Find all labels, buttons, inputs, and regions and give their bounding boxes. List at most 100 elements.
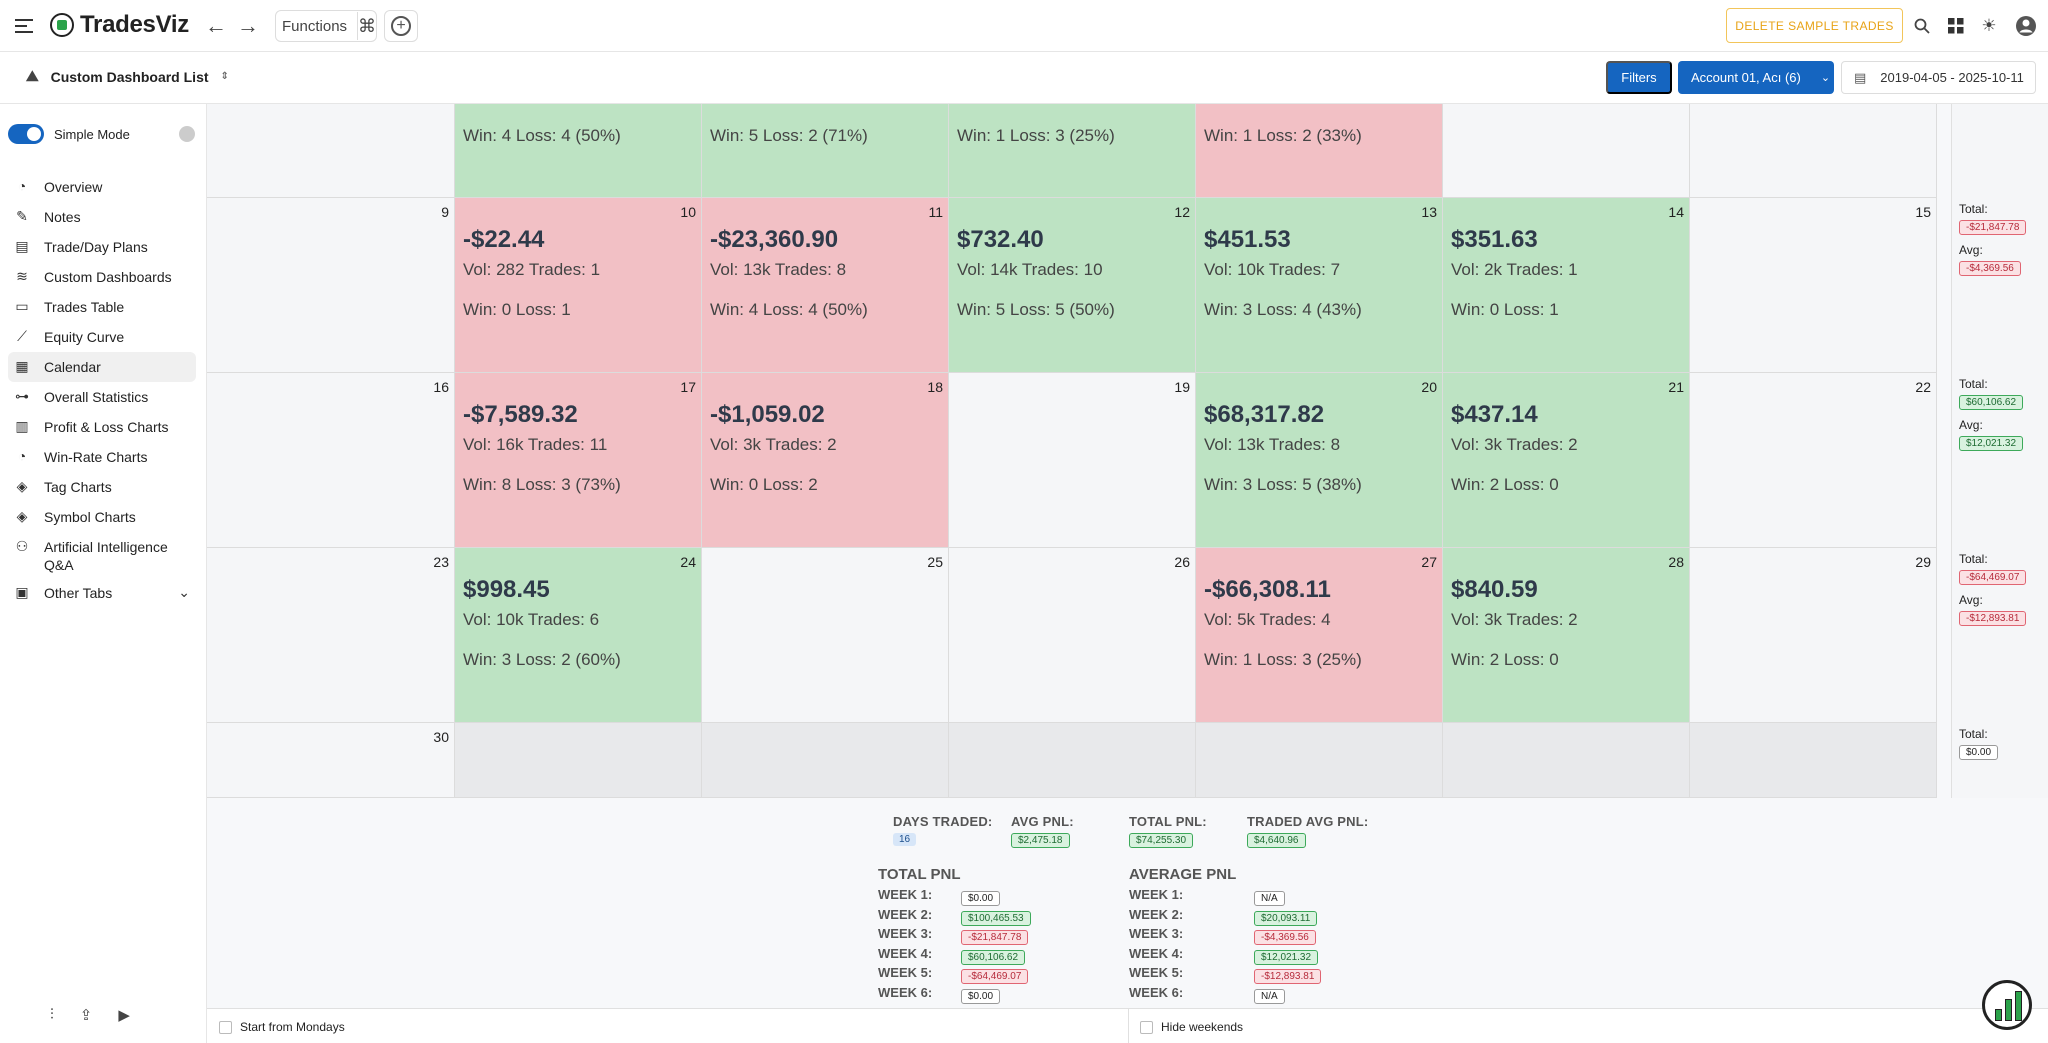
sidebar-item-overview[interactable]: ◔ Overview: [8, 172, 196, 202]
calendar-day-cell[interactable]: 22: [1690, 373, 1937, 548]
share-icon[interactable]: ⇪: [79, 1007, 93, 1024]
week-avg-label: WEEK 1:: [1129, 887, 1184, 902]
sidebar-item-label: Symbol Charts: [44, 509, 136, 525]
week-avg-label: WEEK 6:: [1129, 985, 1184, 1000]
add-button[interactable]: +: [384, 10, 418, 42]
table-icon: ▭: [15, 297, 29, 314]
sidebar-item-label: Artificial Intelligence Q&A: [44, 539, 168, 573]
theme-sun-icon[interactable]: ☀: [1981, 16, 1997, 35]
win-loss-text: Win: 4 Loss: 4 (50%): [463, 126, 621, 145]
calendar-day-cell[interactable]: 13 $451.53 Vol: 10k Trades: 7 Win: 3 Loss: …: [1196, 198, 1443, 373]
calendar-day-cell[interactable]: 18 -$1,059.02 Vol: 3k Trades: 2 Win: 0 Loss…: [702, 373, 949, 548]
sidebar-item-symbol-charts[interactable]: ◈ Symbol Charts: [8, 502, 196, 532]
calendar-day-cell[interactable]: [207, 104, 455, 198]
chart-widget-icon[interactable]: [1982, 980, 2032, 1030]
day-volume-trades: Vol: 282 Trades: 1: [463, 260, 601, 279]
sidebar-item-notes[interactable]: ✎ Notes: [8, 202, 196, 232]
sidebar-item-other-tabs[interactable]: ▣ Other Tabs ⌄: [8, 578, 196, 608]
week-total-label: WEEK 2:: [878, 906, 933, 922]
calendar-day-cell[interactable]: [455, 723, 702, 798]
calendar-day-cell[interactable]: Win: 1 Loss: 3 (25%): [949, 104, 1196, 198]
checkbox-box[interactable]: [1140, 1020, 1153, 1034]
calendar-day-cell[interactable]: 25: [702, 548, 949, 723]
simple-mode-toggle[interactable]: [8, 124, 44, 144]
sidebar-item-label: Overview: [44, 179, 103, 195]
sidebar-item-trade-day-plans[interactable]: ▤ Trade/Day Plans: [8, 232, 196, 262]
sidebar-item-label: Trades Table: [44, 299, 125, 315]
calendar-day-cell[interactable]: Win: 5 Loss: 2 (71%): [702, 104, 949, 198]
gear-icon[interactable]: [179, 126, 195, 142]
sidebar-item-tag-charts[interactable]: ◈ Tag Charts: [8, 472, 196, 502]
filters-button[interactable]: Filters: [1606, 61, 1672, 94]
hide-weekends-checkbox[interactable]: Hide weekends: [1140, 1020, 1243, 1034]
calendar-day-cell[interactable]: Win: 1 Loss: 2 (33%): [1196, 104, 1443, 198]
sidebar-item-label: Other Tabs: [44, 585, 113, 601]
calendar-day-cell[interactable]: 19: [949, 373, 1196, 548]
week-avg-value-wrap: N/A: [1254, 986, 1285, 1004]
calendar-day-cell[interactable]: 20 $68,317.82 Vol: 13k Trades: 8 Win: 3 Los…: [1196, 373, 1443, 548]
sidebar-item-label: Notes: [44, 209, 81, 225]
calendar-day-cell[interactable]: 30: [207, 723, 455, 798]
week-total-value: -$64,469.07: [961, 969, 1029, 985]
sidebar-item-overall-statistics[interactable]: ⊶ Overall Statistics: [8, 382, 196, 412]
calendar-day-cell[interactable]: [1196, 723, 1443, 798]
app-logo[interactable]: TradesViz: [50, 11, 189, 39]
weekly-avg-value: $12,021.32: [1959, 436, 2024, 451]
calendar-day-cell[interactable]: [1443, 723, 1690, 798]
youtube-icon[interactable]: ▶: [118, 1007, 130, 1024]
start-from-mondays-checkbox[interactable]: Start from Mondays: [219, 1020, 345, 1034]
sidebar-item-equity-curve[interactable]: ⟋ Equity Curve: [8, 322, 196, 352]
custom-dashboard-list-select[interactable]: ⛰ Custom Dashboard List ⇕: [26, 68, 229, 85]
simple-mode-toggle-row[interactable]: Simple Mode: [8, 124, 130, 144]
checkbox-box[interactable]: [219, 1020, 232, 1034]
calendar-day-cell[interactable]: 14 $351.63 Vol: 2k Trades: 1 Win: 0 Loss: 1: [1443, 198, 1690, 373]
calendar-day-cell[interactable]: 9: [207, 198, 455, 373]
sidebar-item-win-rate-charts[interactable]: ◔ Win-Rate Charts: [8, 442, 196, 472]
day-number: 19: [1174, 379, 1190, 395]
average-pnl-table-title: AVERAGE PNL: [1129, 866, 1237, 883]
menu-icon[interactable]: [14, 16, 34, 36]
calendar-day-cell[interactable]: 29: [1690, 548, 1937, 723]
back-arrow-icon[interactable]: ←: [205, 13, 227, 38]
sidebar-item-artificial-intelligence-q-a[interactable]: ⚇ Artificial Intelligence Q&A: [8, 532, 196, 578]
functions-button[interactable]: Functions ⌘: [275, 10, 377, 42]
calendar-day-cell[interactable]: Win: 4 Loss: 4 (50%): [455, 104, 702, 198]
calendar-day-cell[interactable]: [702, 723, 949, 798]
calendar-day-cell[interactable]: 11 -$23,360.90 Vol: 13k Trades: 8 Win: 4 Lo…: [702, 198, 949, 373]
search-icon[interactable]: [1912, 16, 1932, 36]
week-total-value: $0.00: [961, 891, 1001, 906]
calendar-day-cell[interactable]: 21 $437.14 Vol: 3k Trades: 2 Win: 2 Loss: 0: [1443, 373, 1690, 548]
apps-grid-icon[interactable]: [1946, 16, 1966, 36]
calendar-day-cell[interactable]: 27 -$66,308.11 Vol: 5k Trades: 4 Win: 1 Los…: [1196, 548, 1443, 723]
sidebar-item-label: Trade/Day Plans: [44, 239, 148, 255]
calendar-day-cell[interactable]: [1690, 723, 1937, 798]
calendar-day-cell[interactable]: 26: [949, 548, 1196, 723]
calendar-day-cell[interactable]: 12 $732.40 Vol: 14k Trades: 10 Win: 5 Loss:…: [949, 198, 1196, 373]
sidebar-item-trades-table[interactable]: ▭ Trades Table: [8, 292, 196, 322]
user-avatar-icon[interactable]: [2014, 14, 2038, 38]
calendar-day-cell[interactable]: 28 $840.59 Vol: 3k Trades: 2 Win: 2 Loss: 0: [1443, 548, 1690, 723]
stats-icon: ⊶: [15, 387, 29, 404]
account-select[interactable]: Account 01, Acı (6) ⌄: [1678, 61, 1834, 94]
date-range-picker[interactable]: ▤ 2019-04-05 - 2025-10-11: [1841, 61, 2036, 94]
sliders-icon[interactable]: ⫶: [50, 1006, 54, 1023]
day-volume-trades: Vol: 3k Trades: 2: [1451, 435, 1578, 454]
sidebar-item-custom-dashboards[interactable]: ≋ Custom Dashboards: [8, 262, 196, 292]
sidebar-item-calendar[interactable]: ▦ Calendar: [8, 352, 196, 382]
calendar-day-cell[interactable]: [1690, 104, 1937, 198]
forward-arrow-icon[interactable]: →: [237, 13, 259, 38]
delete-sample-trades-button[interactable]: DELETE SAMPLE TRADES: [1726, 8, 1903, 43]
day-number: 25: [927, 554, 943, 570]
sidebar-item-profit-loss-charts[interactable]: ▥ Profit & Loss Charts: [8, 412, 196, 442]
calendar-day-cell[interactable]: 17 -$7,589.32 Vol: 16k Trades: 11 Win: 8 Lo…: [455, 373, 702, 548]
calendar-day-cell[interactable]: [1443, 104, 1690, 198]
calendar-day-cell[interactable]: 24 $998.45 Vol: 10k Trades: 6 Win: 3 Loss: …: [455, 548, 702, 723]
calendar-day-cell[interactable]: 16: [207, 373, 455, 548]
calendar-day-cell[interactable]: [949, 723, 1196, 798]
calendar-day-cell[interactable]: 15: [1690, 198, 1937, 373]
week-total-value-wrap: -$64,469.07: [961, 966, 1029, 985]
day-number: 27: [1421, 554, 1437, 570]
calendar-day-cell[interactable]: 10 -$22.44 Vol: 282 Trades: 1 Win: 0 Loss: …: [455, 198, 702, 373]
calendar-day-cell[interactable]: 23: [207, 548, 455, 723]
days-traded-label: DAYS TRADED:: [893, 814, 993, 829]
